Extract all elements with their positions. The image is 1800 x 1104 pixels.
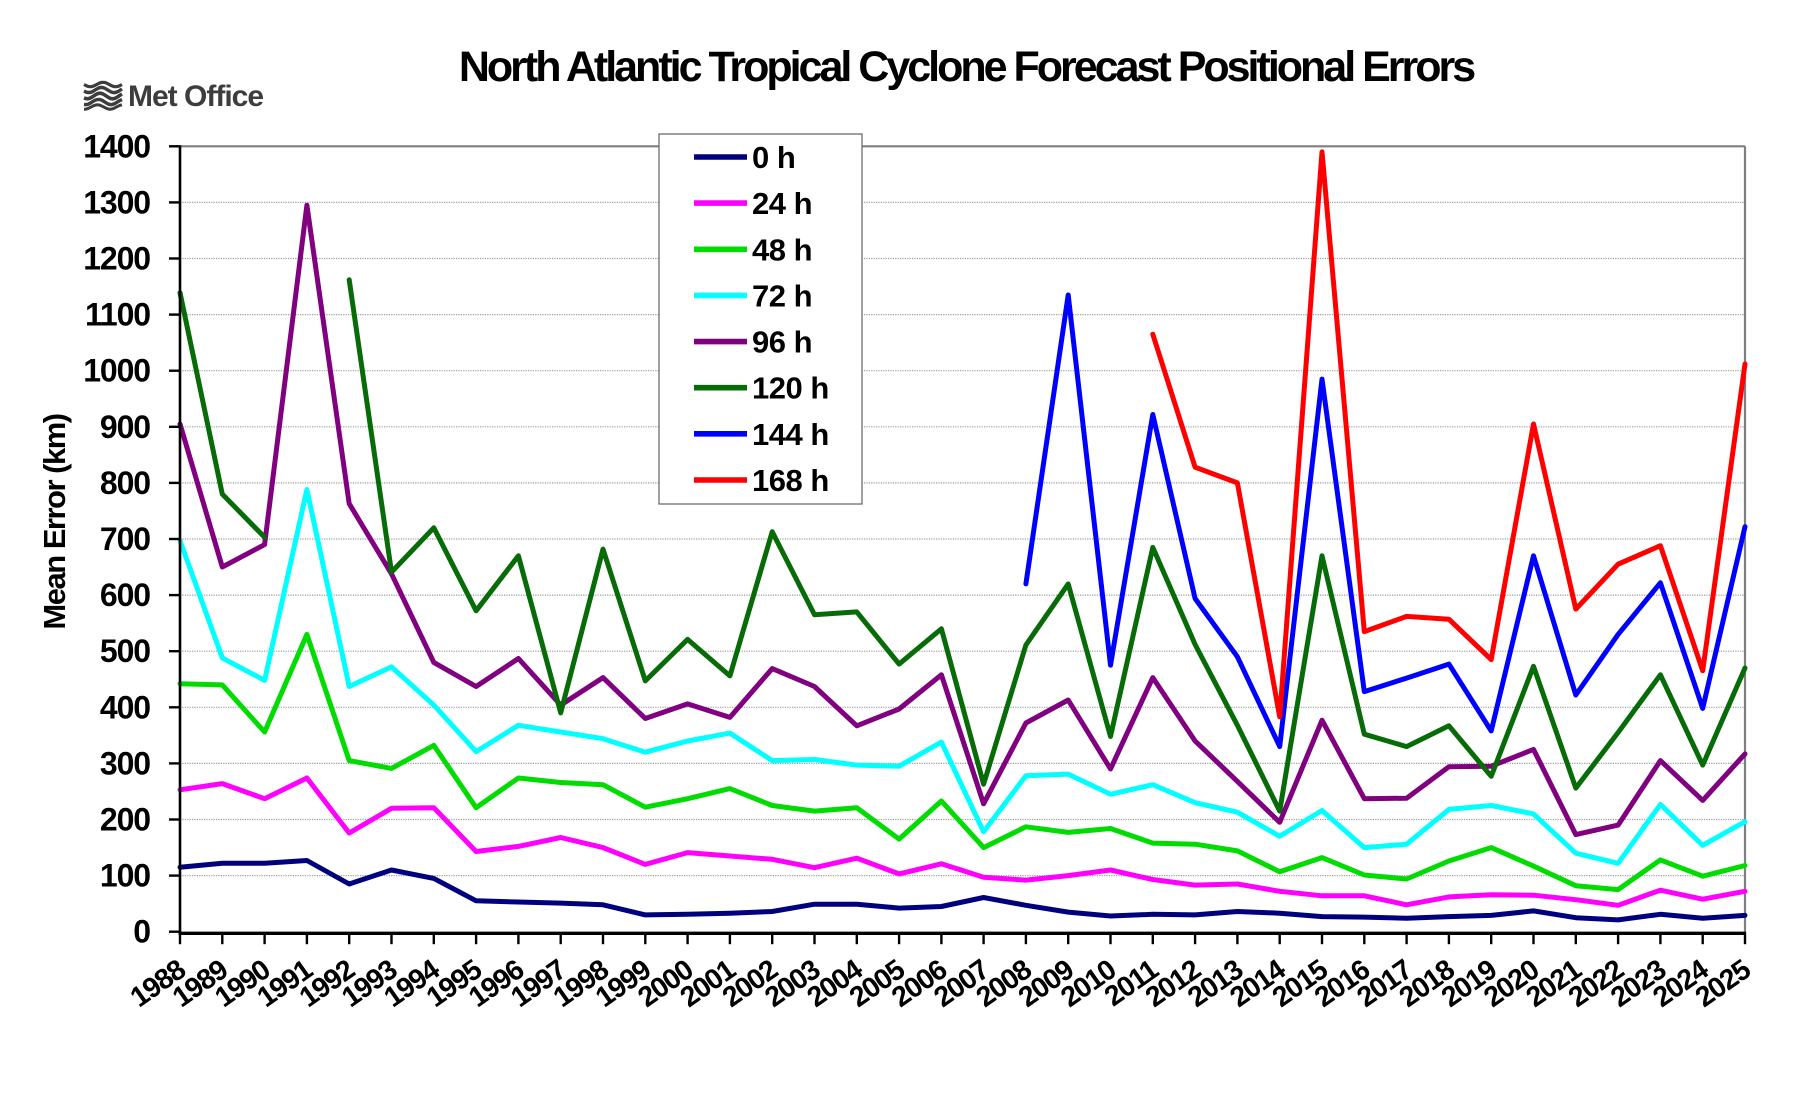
svg-text:168 h: 168 h [752, 463, 829, 498]
svg-text:48 h: 48 h [752, 232, 812, 267]
svg-text:144 h: 144 h [752, 417, 829, 452]
svg-text:100: 100 [100, 858, 150, 894]
svg-text:400: 400 [100, 689, 150, 725]
svg-text:Met Office: Met Office [128, 80, 263, 113]
svg-text:1000: 1000 [83, 353, 150, 389]
svg-text:72 h: 72 h [752, 278, 812, 313]
svg-text:North Atlantic Tropical Cyclon: North Atlantic Tropical Cyclone Forecast… [459, 43, 1475, 91]
svg-text:200: 200 [100, 802, 150, 838]
svg-text:96 h: 96 h [752, 325, 812, 360]
svg-text:700: 700 [100, 521, 150, 557]
svg-text:120 h: 120 h [752, 371, 829, 406]
svg-text:300: 300 [100, 745, 150, 781]
svg-text:0 h: 0 h [752, 140, 795, 175]
svg-text:1300: 1300 [83, 184, 150, 220]
svg-text:1400: 1400 [83, 128, 150, 164]
svg-text:24 h: 24 h [752, 186, 812, 221]
svg-text:600: 600 [100, 577, 150, 613]
svg-text:1100: 1100 [85, 297, 150, 333]
svg-text:800: 800 [100, 465, 150, 501]
svg-text:1200: 1200 [83, 241, 150, 277]
svg-text:0: 0 [133, 914, 150, 950]
svg-text:500: 500 [100, 633, 150, 669]
svg-text:Mean Error (km): Mean Error (km) [37, 414, 72, 629]
svg-text:900: 900 [100, 409, 150, 445]
